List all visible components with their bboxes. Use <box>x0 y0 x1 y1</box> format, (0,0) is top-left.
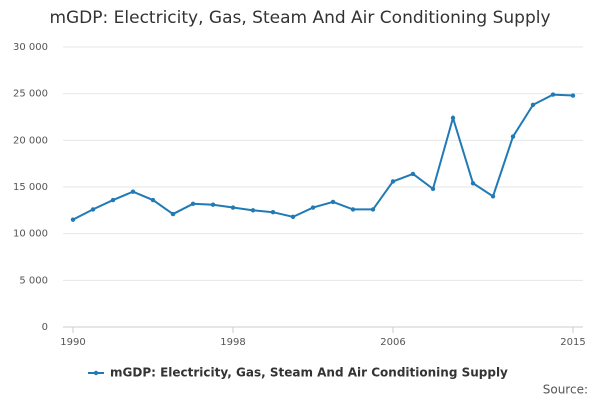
chart-title: mGDP: Electricity, Gas, Steam And Air Co… <box>49 8 550 28</box>
x-tick-label: 2015 <box>560 337 585 348</box>
point <box>510 134 516 139</box>
x-tick-label: 1990 <box>60 337 85 348</box>
y-tick-label: 15 000 <box>13 182 48 193</box>
point <box>190 201 196 206</box>
point <box>430 186 436 192</box>
point <box>310 205 316 210</box>
point <box>210 202 216 207</box>
y-tick-label: 10 000 <box>13 229 48 240</box>
y-tick-label: 0 <box>42 322 48 333</box>
point <box>170 211 176 217</box>
point <box>570 93 576 98</box>
point <box>350 207 356 212</box>
legend-label: mGDP: Electricity, Gas, Steam And Air Co… <box>110 366 508 380</box>
point <box>70 217 76 222</box>
point <box>150 197 156 203</box>
source-label: Source: <box>543 383 588 397</box>
point <box>250 208 256 213</box>
point <box>490 194 496 199</box>
point <box>90 207 96 212</box>
point <box>110 197 116 203</box>
point <box>410 171 416 177</box>
point <box>550 92 556 97</box>
x-tick-label: 1998 <box>220 337 245 348</box>
point <box>370 207 376 212</box>
point <box>530 102 536 108</box>
series-line <box>72 93 574 221</box>
point <box>130 189 136 194</box>
point <box>290 214 296 220</box>
y-tick-label: 25 000 <box>13 89 48 100</box>
legend-marker <box>93 370 99 376</box>
y-tick-label: 5 000 <box>19 275 48 286</box>
y-tick-label: 20 000 <box>13 135 48 146</box>
point <box>450 115 456 121</box>
point <box>270 210 276 215</box>
point <box>390 179 396 184</box>
point <box>230 205 236 210</box>
point <box>470 181 476 186</box>
x-tick-label: 2006 <box>380 337 405 348</box>
y-tick-label: 30 000 <box>13 42 48 53</box>
point <box>330 199 336 205</box>
